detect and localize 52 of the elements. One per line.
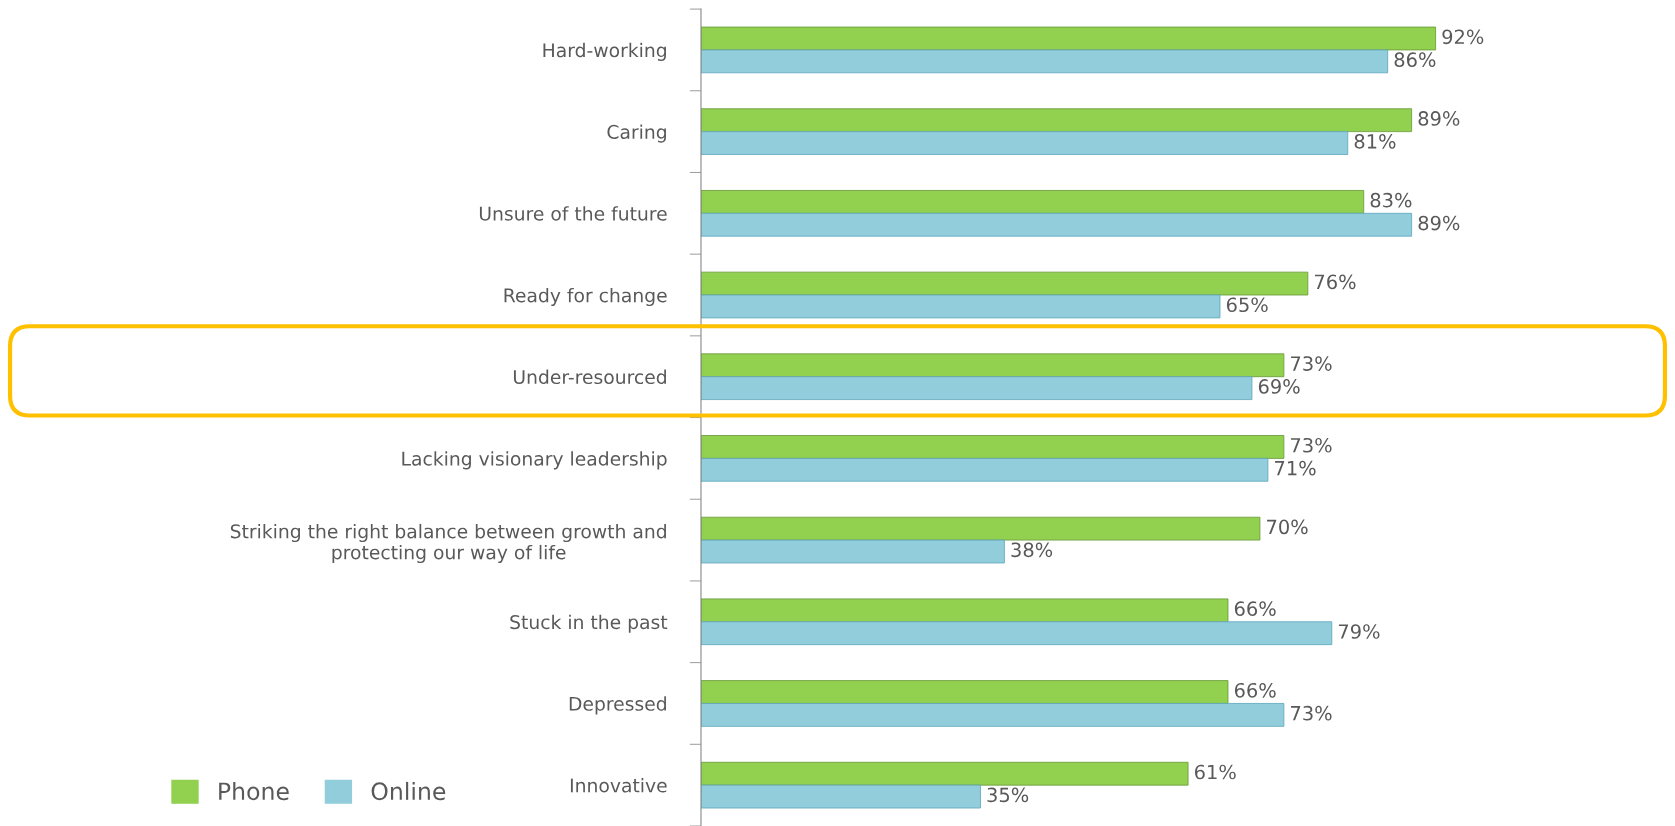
data-label: 92%	[1442, 29, 1484, 45]
data-label: 73%	[1291, 437, 1332, 453]
data-label: 66%	[1234, 601, 1276, 616]
data-label: 35%	[987, 787, 1029, 803]
bar	[700, 190, 1365, 214]
bar	[700, 680, 1229, 704]
bar	[700, 761, 1189, 786]
data-label: 76%	[1314, 274, 1356, 290]
legend-label: Phone	[219, 781, 289, 801]
data-label: 83%	[1370, 192, 1412, 208]
bar	[700, 131, 1349, 155]
y-tick-label: Lacking visionary leadership	[402, 451, 667, 470]
data-label: 73%	[1291, 705, 1332, 721]
y-tick-label: Unsure of the future	[479, 206, 667, 221]
legend-label: Online	[371, 781, 446, 801]
y-tick-label: Stuck in the past	[510, 614, 668, 633]
bar	[700, 26, 1437, 51]
data-label: 79%	[1338, 624, 1380, 639]
data-label: 65%	[1226, 297, 1268, 313]
y-tick-label: Innovative	[570, 778, 667, 793]
data-label: 89%	[1418, 215, 1460, 231]
data-label: 66%	[1234, 682, 1276, 698]
bar	[700, 294, 1221, 319]
bar	[700, 108, 1413, 133]
bar	[700, 49, 1389, 74]
bar	[700, 516, 1261, 541]
bar	[700, 376, 1253, 400]
bar	[700, 539, 1005, 564]
data-label: 70%	[1267, 519, 1308, 535]
bar	[700, 212, 1413, 237]
data-label: 81%	[1354, 133, 1396, 149]
bar	[700, 703, 1285, 727]
data-label: 89%	[1418, 111, 1460, 126]
data-label: 73%	[1291, 356, 1332, 371]
bar	[700, 598, 1229, 623]
bar	[700, 435, 1285, 459]
data-label: 38%	[1011, 542, 1053, 558]
bar	[700, 271, 1309, 296]
data-label: 61%	[1194, 764, 1236, 780]
y-tick-label: Depressed	[569, 696, 666, 715]
y-tick-label: Ready for change	[504, 287, 667, 307]
bar	[700, 621, 1333, 646]
y-tick-label: Hard-working	[543, 42, 666, 61]
y-tick-label: Striking the right balance between growth and protecting our way of life	[230, 523, 666, 564]
bar	[700, 353, 1285, 378]
data-label: 69%	[1258, 379, 1300, 394]
bar	[700, 784, 981, 809]
data-label: 71%	[1275, 460, 1316, 476]
data-label: 86%	[1394, 52, 1436, 68]
y-tick-label: Under-resourced	[513, 369, 666, 385]
y-tick-label: Caring	[607, 124, 666, 143]
bar	[700, 457, 1269, 482]
